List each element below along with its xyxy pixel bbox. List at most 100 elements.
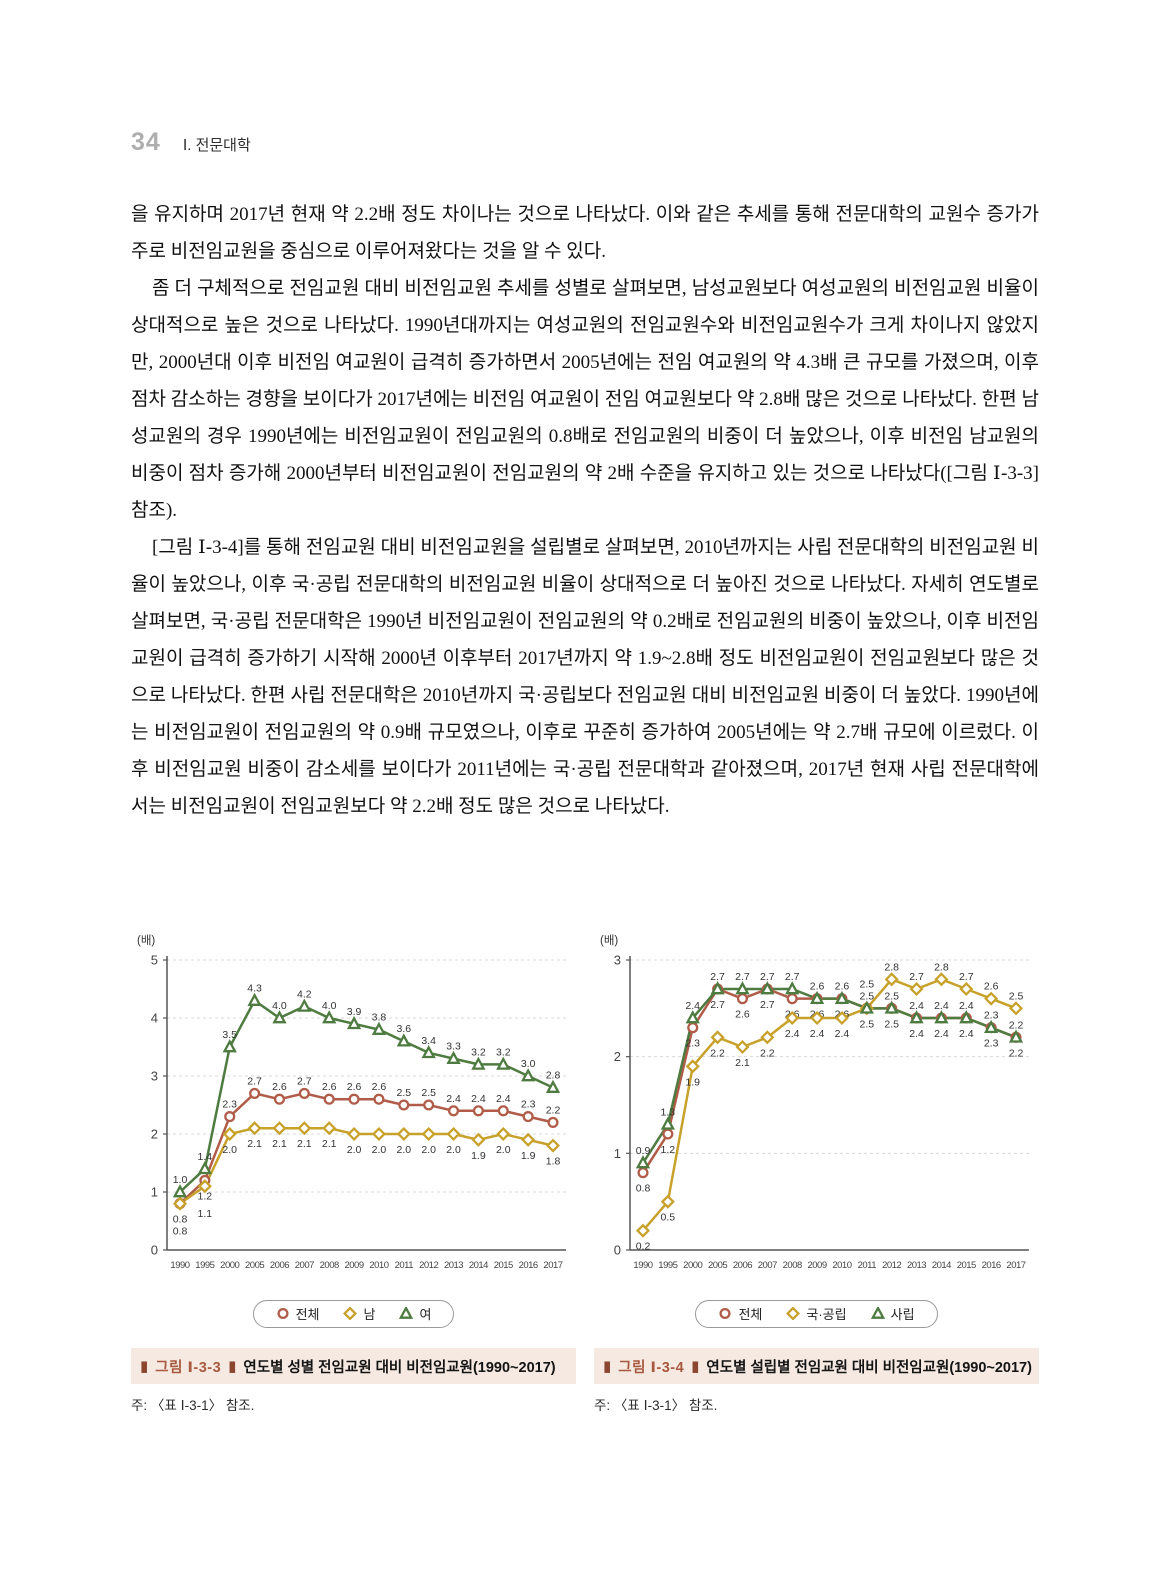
svg-text:3: 3 [151, 1069, 158, 1084]
svg-text:1.9: 1.9 [521, 1150, 536, 1162]
svg-text:2011: 2011 [395, 1260, 414, 1271]
svg-text:2.5: 2.5 [396, 1087, 411, 1099]
legend-label: 사립 [890, 1307, 915, 1322]
svg-text:4.0: 4.0 [272, 1000, 287, 1012]
legend-item: 국·공립 [786, 1304, 847, 1323]
y-axis-unit-label: (배) [137, 934, 155, 947]
line-chart-canvas: (배) 0 1 2 3 4 5 1990 1995 2000 2005 2006 2007 2008 200… [137, 934, 566, 1271]
svg-text:2009: 2009 [807, 1260, 826, 1271]
caption-bar: ▮ 그림 Ⅰ-3-3 ▮ 연도별 성별 전임교원 대비 비전임교원(1990~2… [131, 1348, 576, 1384]
svg-text:2006: 2006 [270, 1260, 289, 1271]
svg-text:2.7: 2.7 [735, 971, 750, 983]
svg-text:1.1: 1.1 [198, 1208, 213, 1220]
svg-text:2.7: 2.7 [710, 971, 725, 983]
svg-text:5: 5 [151, 953, 158, 968]
svg-text:2010: 2010 [369, 1260, 388, 1271]
svg-text:2007: 2007 [295, 1260, 314, 1271]
triangle-marker-icon [870, 1307, 885, 1319]
chart-gender-ratio: (배) 0 1 2 3 4 5 1990 1995 2000 2005 2006 2007 2008 200… [131, 928, 576, 1328]
svg-text:2.3: 2.3 [521, 1099, 536, 1111]
legend-item: 여 [399, 1304, 431, 1323]
svg-text:0.9: 0.9 [636, 1145, 651, 1157]
svg-text:3.0: 3.0 [521, 1058, 536, 1070]
svg-text:2.7: 2.7 [909, 971, 924, 983]
svg-text:2.6: 2.6 [735, 1009, 750, 1021]
triangle-marker-icon [399, 1307, 414, 1319]
diamond-marker-icon [343, 1307, 358, 1320]
svg-text:2.4: 2.4 [909, 1000, 924, 1012]
svg-text:2.0: 2.0 [372, 1144, 387, 1156]
legend-item: 전체 [718, 1304, 762, 1323]
svg-text:2006: 2006 [733, 1260, 752, 1271]
svg-text:2.6: 2.6 [984, 981, 999, 993]
svg-text:2.0: 2.0 [222, 1144, 237, 1156]
svg-text:2014: 2014 [932, 1260, 951, 1271]
svg-text:2.7: 2.7 [959, 971, 974, 983]
svg-text:0: 0 [151, 1243, 158, 1258]
svg-text:2.1: 2.1 [297, 1138, 312, 1150]
svg-text:3.6: 3.6 [396, 1023, 411, 1035]
legend-label: 남 [363, 1307, 376, 1322]
svg-text:2.1: 2.1 [735, 1057, 750, 1069]
svg-text:2.5: 2.5 [859, 990, 874, 1002]
svg-text:2: 2 [151, 1127, 158, 1142]
svg-text:2.5: 2.5 [421, 1087, 436, 1099]
svg-text:3.2: 3.2 [496, 1046, 511, 1058]
svg-text:2.1: 2.1 [322, 1138, 337, 1150]
svg-text:1.3: 1.3 [661, 1106, 676, 1118]
paragraph-2: 좀 더 구체적으로 전임교원 대비 비전임교원 추세를 성별로 살펴보면, 남성… [131, 278, 1039, 521]
svg-text:0.5: 0.5 [661, 1212, 676, 1224]
svg-text:2012: 2012 [882, 1260, 901, 1271]
charts-row: (배) 0 1 2 3 4 5 1990 1995 2000 2005 2006 2007 2008 200… [131, 928, 1039, 1328]
chart-legend: 전체 국·공립 사립 [695, 1300, 938, 1328]
svg-text:2.6: 2.6 [810, 981, 825, 993]
caption-bar-glyph: ▮ [140, 1358, 149, 1375]
svg-text:2005: 2005 [245, 1260, 264, 1271]
svg-text:1995: 1995 [195, 1260, 214, 1271]
paragraph-3: [그림 Ⅰ-3-4]를 통해 전임교원 대비 비전임교원을 설립별로 살펴보면,… [131, 537, 1039, 817]
svg-text:2.4: 2.4 [835, 1028, 850, 1040]
svg-text:2.6: 2.6 [372, 1081, 387, 1093]
svg-text:2008: 2008 [320, 1260, 339, 1271]
circle-marker-icon [277, 1307, 289, 1320]
svg-text:3.8: 3.8 [372, 1012, 387, 1024]
svg-text:1995: 1995 [658, 1260, 677, 1271]
svg-text:2016: 2016 [982, 1260, 1001, 1271]
diamond-marker-icon [786, 1307, 801, 1320]
svg-text:1.9: 1.9 [685, 1076, 700, 1088]
svg-text:2013: 2013 [907, 1260, 926, 1271]
svg-text:2005: 2005 [708, 1260, 727, 1271]
caption-figure-1-3-3: ▮ 그림 Ⅰ-3-3 ▮ 연도별 성별 전임교원 대비 비전임교원(1990~2… [131, 1348, 576, 1414]
svg-text:2.3: 2.3 [685, 1038, 700, 1050]
svg-text:2.4: 2.4 [959, 1028, 974, 1040]
svg-text:2.2: 2.2 [546, 1104, 561, 1116]
svg-text:2.7: 2.7 [760, 971, 775, 983]
y-axis-unit-label: (배) [600, 934, 618, 947]
svg-text:2017: 2017 [543, 1260, 562, 1271]
svg-text:3.9: 3.9 [347, 1006, 362, 1018]
svg-text:2009: 2009 [344, 1260, 363, 1271]
svg-text:2.0: 2.0 [446, 1144, 461, 1156]
svg-text:2.5: 2.5 [859, 1018, 874, 1030]
svg-text:0: 0 [614, 1243, 621, 1258]
svg-text:3.3: 3.3 [446, 1041, 461, 1053]
svg-text:2.0: 2.0 [496, 1144, 511, 1156]
caption-bar: ▮ 그림 Ⅰ-3-4 ▮ 연도별 설립별 전임교원 대비 비전임교원(1990~… [594, 1348, 1039, 1384]
svg-text:2012: 2012 [419, 1260, 438, 1271]
svg-text:1990: 1990 [170, 1260, 189, 1271]
page-header: 34 Ⅰ. 전문대학 [131, 128, 251, 157]
svg-text:2.4: 2.4 [446, 1093, 461, 1105]
figure-title: 연도별 설립별 전임교원 대비 비전임교원(1990~2017) [706, 1360, 1032, 1376]
svg-text:2000: 2000 [683, 1260, 702, 1271]
svg-text:2.0: 2.0 [396, 1144, 411, 1156]
svg-text:2.4: 2.4 [685, 1000, 700, 1012]
svg-text:2008: 2008 [783, 1260, 802, 1271]
svg-text:1.2: 1.2 [198, 1190, 213, 1202]
svg-text:2.4: 2.4 [959, 1000, 974, 1012]
svg-text:2010: 2010 [832, 1260, 851, 1271]
svg-text:2000: 2000 [220, 1260, 239, 1271]
svg-text:2.7: 2.7 [297, 1075, 312, 1087]
svg-text:2.8: 2.8 [934, 961, 949, 973]
legend-item: 남 [343, 1304, 375, 1323]
